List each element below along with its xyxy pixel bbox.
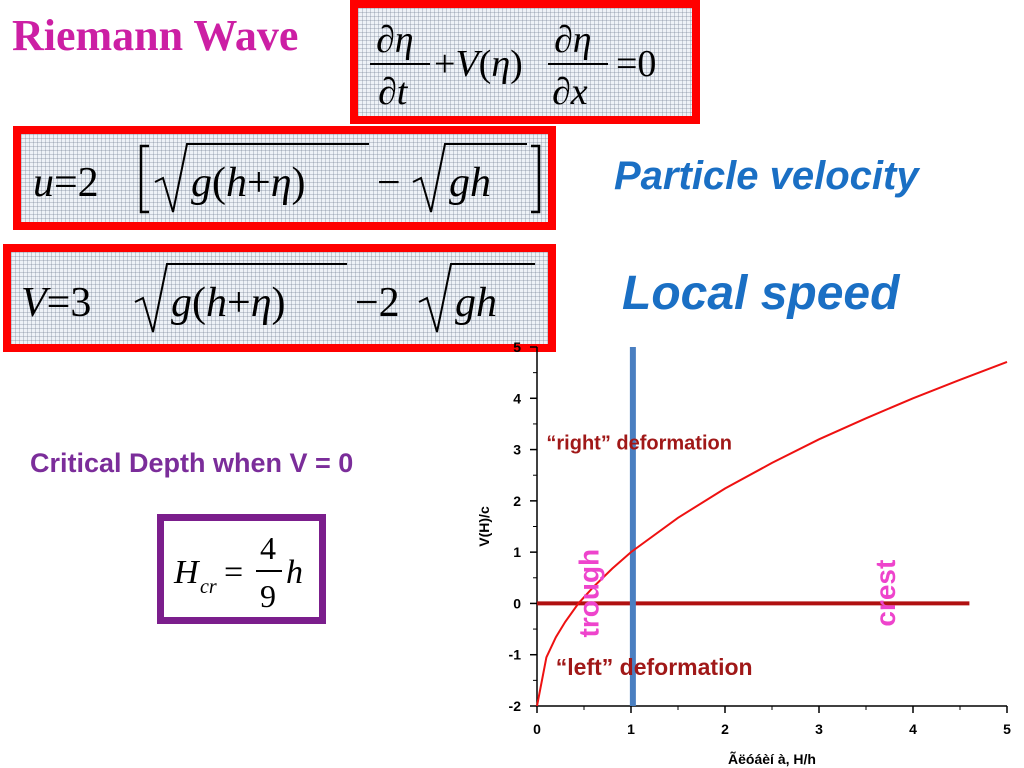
y-tick-label: 5 xyxy=(513,339,521,355)
local-speed-equation-box: V=3 g(h+η) −2 gh xyxy=(3,244,556,352)
svg-text:gh: gh xyxy=(455,280,497,326)
svg-text:u=2: u=2 xyxy=(33,160,99,206)
svg-text:=: = xyxy=(224,554,243,591)
local-speed-label: Local speed xyxy=(622,267,900,320)
y-tick-label: -2 xyxy=(509,698,522,714)
svg-text:gh: gh xyxy=(449,160,491,206)
right-deformation-annotation: “right” deformation xyxy=(546,433,732,455)
svg-text:∂η: ∂η xyxy=(376,19,414,61)
y-tick-label: 0 xyxy=(513,595,521,611)
wave-equation: ∂η ∂t +V(η) ∂η ∂x =0 xyxy=(370,19,656,113)
critical-depth-equation-box: H cr = 4 9 h xyxy=(157,514,326,624)
x-tick-label: 1 xyxy=(627,721,635,737)
svg-text:h: h xyxy=(286,554,303,591)
local-speed-equation: V=3 g(h+η) −2 gh xyxy=(21,263,535,333)
particle-velocity-equation-box: u=2 g(h+η) − gh xyxy=(13,126,556,230)
svg-text:−: − xyxy=(377,160,401,206)
y-tick-label: 2 xyxy=(513,493,521,509)
x-axis-label: Ãëóáèí à, H/h xyxy=(728,750,816,767)
y-tick-label: 4 xyxy=(513,390,521,406)
svg-text:g(h+η): g(h+η) xyxy=(171,280,286,326)
svg-text:∂t: ∂t xyxy=(378,71,409,113)
crest-annotation: crest xyxy=(870,560,901,627)
svg-text:=0: =0 xyxy=(616,43,656,85)
svg-text:H: H xyxy=(173,554,201,591)
svg-text:g(h+η): g(h+η) xyxy=(191,160,306,206)
y-tick-label: 3 xyxy=(513,442,521,458)
svg-text:∂η: ∂η xyxy=(554,19,592,61)
critical-depth-label: Critical Depth when V = 0 xyxy=(30,448,354,478)
x-tick-label: 2 xyxy=(721,721,729,737)
svg-text:9: 9 xyxy=(260,578,276,614)
y-axis-label: V(H)/c xyxy=(476,506,492,547)
y-tick-label: -1 xyxy=(509,647,522,663)
svg-text:∂x: ∂x xyxy=(552,71,588,113)
local-speed-curve xyxy=(536,360,1008,707)
critical-depth-equation: H cr = 4 9 h xyxy=(173,530,303,614)
left-deformation-annotation: “left” deformation xyxy=(556,654,753,680)
svg-text:−2: −2 xyxy=(355,280,400,326)
x-tick-label: 4 xyxy=(909,721,917,737)
slide-title: Riemann Wave xyxy=(12,11,299,60)
x-tick-label: 0 xyxy=(533,721,541,737)
x-tick-label: 3 xyxy=(815,721,823,737)
particle-velocity-label: Particle velocity xyxy=(614,154,919,198)
y-tick-label: 1 xyxy=(513,544,521,560)
svg-text:V=3: V=3 xyxy=(21,280,91,326)
trough-annotation: trough xyxy=(574,549,605,638)
particle-velocity-equation: u=2 g(h+η) − gh xyxy=(33,143,541,214)
svg-text:+V(η): +V(η) xyxy=(434,43,523,85)
svg-text:4: 4 xyxy=(260,530,276,566)
x-tick-label: 5 xyxy=(1003,721,1011,737)
wave-equation-box: ∂η ∂t +V(η) ∂η ∂x =0 xyxy=(350,0,700,124)
svg-text:cr: cr xyxy=(200,576,217,598)
